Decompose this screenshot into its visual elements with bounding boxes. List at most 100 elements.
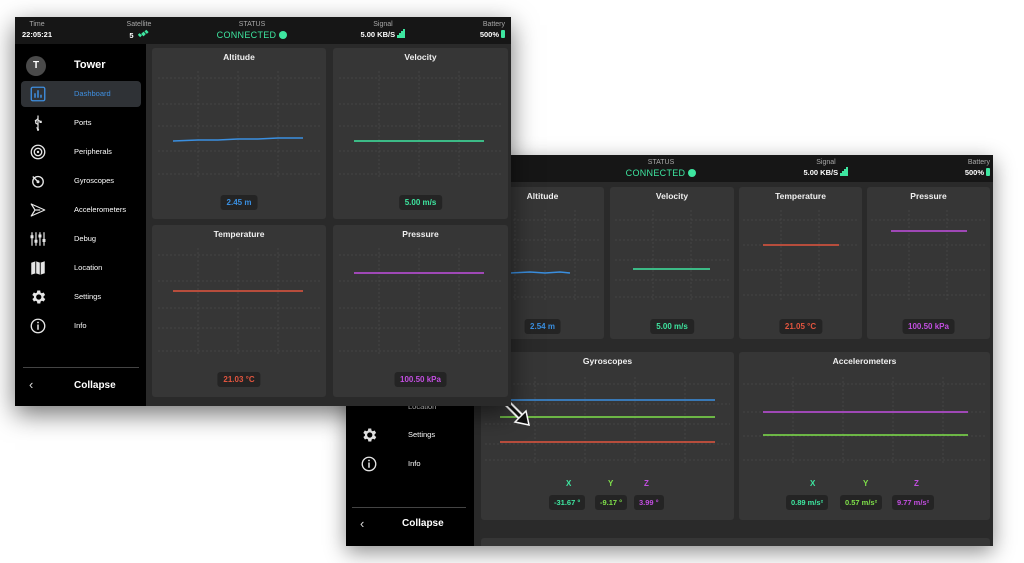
temperature-chart: [743, 210, 858, 300]
satellite-icon: [137, 29, 149, 38]
velocity-value: 5.00 m/s: [398, 195, 443, 210]
sidebar: T Tower Dashboard Ports Peripherals Gyro…: [15, 44, 146, 406]
satellite-label: Satellite: [126, 21, 152, 28]
dashboard-window-compact: Time 22:05:21 Satellite 5 STATUS CONNECT…: [15, 17, 511, 406]
collapse-button[interactable]: ‹ Collapse: [346, 516, 474, 536]
pressure-value: 100.50 kPa: [394, 372, 447, 387]
sidebar-item-ports[interactable]: Ports: [21, 110, 141, 136]
sidebar-item-label: Location: [408, 402, 437, 411]
panel-title: Temperature: [213, 229, 265, 239]
sliders-icon: [30, 232, 46, 246]
sidebar-item-info[interactable]: Info: [21, 313, 141, 339]
panel-partial: [481, 538, 990, 546]
satellite-value: 5: [129, 31, 134, 40]
axis-label-z: Z: [644, 479, 649, 488]
sidebar-item-dashboard[interactable]: Dashboard: [21, 81, 141, 107]
sidebar-item-label: Peripherals: [74, 147, 112, 156]
accelerometer-icon: [30, 203, 46, 217]
sidebar-item-location[interactable]: Location: [352, 394, 472, 420]
battery-icon: [501, 30, 505, 38]
panel-title: Gyroscopes: [582, 356, 633, 366]
battery-indicator: Battery 500%: [942, 158, 990, 178]
battery-icon: [986, 168, 990, 176]
chevron-left-icon: ‹: [29, 377, 34, 392]
avatar: T: [26, 56, 46, 76]
gyro-z-value: 3.99 °: [634, 495, 664, 510]
sidebar-item-settings[interactable]: Settings: [21, 284, 141, 310]
temperature-value: 21.03 °C: [217, 372, 261, 387]
sidebar-item-label: Settings: [74, 292, 102, 301]
time-label: Time: [29, 21, 45, 28]
panel-title: Velocity: [655, 191, 689, 201]
axis-label-x: X: [810, 479, 816, 488]
sidebar-item-gyroscopes[interactable]: Gyroscopes: [21, 168, 141, 194]
status-value: CONNECTED: [216, 30, 277, 40]
divider: [352, 507, 466, 508]
chevron-left-icon: ‹: [360, 516, 365, 531]
sidebar-item-label: Gyroscopes: [74, 176, 115, 185]
sidebar-item-settings[interactable]: Settings: [352, 422, 472, 448]
velocity-panel: Velocity 5.00 m/s: [610, 187, 734, 339]
temperature-panel: Temperature 21.03 °C: [152, 225, 326, 397]
velocity-chart: [615, 210, 730, 300]
accelerometers-panel: Accelerometers X Y Z 0.89 m/s² 0.57 m/s²…: [739, 352, 990, 520]
sidebar-item-debug[interactable]: Debug: [21, 226, 141, 252]
altitude-value: 2.54 m: [524, 319, 561, 334]
panel-title: Altitude: [526, 191, 559, 201]
sidebar-item-label: Dashboard: [74, 89, 111, 98]
status-indicator: STATUS CONNECTED: [616, 158, 706, 179]
axis-label-y: Y: [863, 479, 869, 488]
usb-icon: [34, 115, 42, 131]
gear-icon: [363, 428, 377, 442]
axis-label-x: X: [566, 479, 572, 488]
chart-icon: [30, 86, 46, 102]
connected-dot-icon: [688, 169, 697, 177]
status-value: CONNECTED: [625, 168, 686, 178]
sidebar-item-label: Info: [408, 459, 421, 468]
target-icon: [30, 144, 46, 160]
panel-title: Altitude: [223, 52, 255, 62]
sidebar-item-peripherals[interactable]: Peripherals: [21, 139, 141, 165]
signal-value: 5.00 KB/S: [360, 30, 396, 39]
gyro-y-value: -9.17 °: [595, 495, 628, 510]
pressure-panel: Pressure 100.50 kPa: [333, 225, 508, 397]
sidebar-item-location[interactable]: Location: [21, 255, 141, 281]
connected-dot-icon: [279, 31, 288, 39]
sidebar-item-info[interactable]: Info: [352, 451, 472, 477]
sidebar-item-label: Info: [74, 321, 87, 330]
map-icon: [31, 261, 45, 275]
pressure-value: 100.50 kPa: [902, 319, 955, 334]
gyro-x-value: -31.67 °: [549, 495, 586, 510]
altitude-panel: Altitude 2.45 m: [152, 48, 326, 219]
signal-bars-icon: [397, 29, 405, 41]
accelerometers-chart: [743, 377, 986, 464]
app-title: Tower: [74, 59, 106, 71]
info-icon: [30, 318, 46, 334]
battery-value: 500%: [964, 168, 984, 177]
sidebar-item-label: Debug: [74, 234, 97, 243]
acc-z-value: 9.77 m/s²: [892, 495, 935, 510]
temperature-chart: [158, 248, 320, 356]
signal-indicator: Signal 5.00 KB/S: [348, 20, 418, 41]
status-bar: Time 22:05:21 Satellite 5 STATUS CONNECT…: [15, 17, 511, 44]
collapse-button[interactable]: ‹ Collapse: [15, 375, 146, 397]
time-indicator: Time 22:05:21: [19, 20, 55, 40]
battery-label: Battery: [482, 21, 505, 28]
pressure-panel: Pressure 100.50 kPa: [867, 187, 990, 339]
status-label: STATUS: [647, 159, 675, 166]
sidebar-item-accelerometers[interactable]: Accelerometers: [21, 197, 141, 223]
pressure-chart: [871, 210, 986, 300]
collapse-label: Collapse: [402, 518, 444, 529]
gyroscopes-panel: Gyroscopes X Y Z -31.67 ° -9.17 ° 3.99 °: [481, 352, 734, 520]
info-icon: [361, 456, 377, 472]
velocity-value: 5.00 m/s: [650, 319, 694, 334]
signal-value: 5.00 KB/S: [803, 168, 839, 177]
battery-label: Battery: [967, 159, 990, 166]
acc-y-value: 0.57 m/s²: [840, 495, 883, 510]
velocity-chart: [339, 71, 501, 179]
collapse-label: Collapse: [74, 380, 116, 391]
sidebar-item-label: Settings: [408, 430, 436, 439]
gear-icon: [32, 290, 46, 304]
signal-indicator: Signal 5.00 KB/S: [791, 158, 861, 179]
velocity-panel: Velocity 5.00 m/s: [333, 48, 508, 219]
